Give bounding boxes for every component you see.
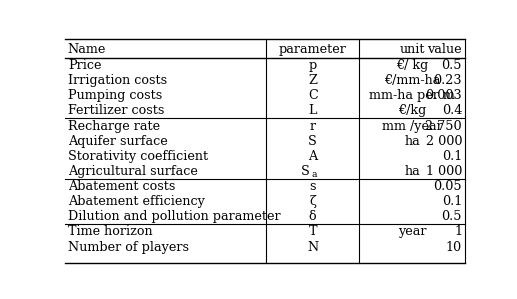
Text: C: C: [308, 89, 317, 102]
Text: S: S: [301, 165, 310, 178]
Text: Abatement efficiency: Abatement efficiency: [68, 195, 205, 208]
Text: Recharge rate: Recharge rate: [68, 120, 160, 132]
Text: ha: ha: [404, 165, 420, 178]
Text: ha: ha: [404, 135, 420, 148]
Text: Time horizon: Time horizon: [68, 225, 153, 239]
Text: 0.4: 0.4: [442, 104, 462, 118]
Text: 0.1: 0.1: [442, 195, 462, 208]
Text: Agricultural surface: Agricultural surface: [68, 165, 197, 178]
Text: value: value: [428, 43, 462, 56]
Text: p: p: [309, 59, 317, 72]
Text: 10: 10: [446, 241, 462, 254]
Text: Name: Name: [68, 43, 106, 56]
Text: Dilution and pollution parameter: Dilution and pollution parameter: [68, 210, 280, 223]
Text: year: year: [398, 225, 427, 239]
Text: 2 000: 2 000: [425, 135, 462, 148]
Text: €/mm-ha: €/mm-ha: [384, 74, 440, 87]
Text: δ: δ: [309, 210, 316, 223]
Text: parameter: parameter: [279, 43, 346, 56]
Text: ζ: ζ: [309, 195, 316, 208]
Text: r: r: [310, 120, 316, 132]
Text: €/ kg: €/ kg: [396, 59, 429, 72]
Text: Number of players: Number of players: [68, 241, 189, 254]
Text: T: T: [309, 225, 317, 239]
Text: S: S: [308, 135, 317, 148]
Text: 2 750: 2 750: [425, 120, 462, 132]
Text: Pumping costs: Pumping costs: [68, 89, 162, 102]
Text: 0.1: 0.1: [442, 150, 462, 163]
Text: mm-ha per m: mm-ha per m: [369, 89, 455, 102]
Text: 0.5: 0.5: [442, 210, 462, 223]
Text: Storativity coefficient: Storativity coefficient: [68, 150, 208, 163]
Text: Aquifer surface: Aquifer surface: [68, 135, 168, 148]
Text: 0.05: 0.05: [433, 180, 462, 193]
Text: 1 000: 1 000: [425, 165, 462, 178]
Text: unit: unit: [400, 43, 425, 56]
Text: 0.003: 0.003: [425, 89, 462, 102]
Text: €/kg: €/kg: [398, 104, 427, 118]
Text: Price: Price: [68, 59, 101, 72]
Text: Irrigation costs: Irrigation costs: [68, 74, 167, 87]
Text: Abatement costs: Abatement costs: [68, 180, 175, 193]
Text: 1: 1: [454, 225, 462, 239]
Text: 0.5: 0.5: [442, 59, 462, 72]
Text: N: N: [307, 241, 318, 254]
Text: 0.23: 0.23: [434, 74, 462, 87]
Text: Fertilizer costs: Fertilizer costs: [68, 104, 164, 118]
Text: L: L: [309, 104, 317, 118]
Text: A: A: [308, 150, 317, 163]
Text: s: s: [309, 180, 316, 193]
Text: Z: Z: [308, 74, 317, 87]
Text: mm /year: mm /year: [382, 120, 443, 132]
Text: a: a: [312, 170, 317, 179]
